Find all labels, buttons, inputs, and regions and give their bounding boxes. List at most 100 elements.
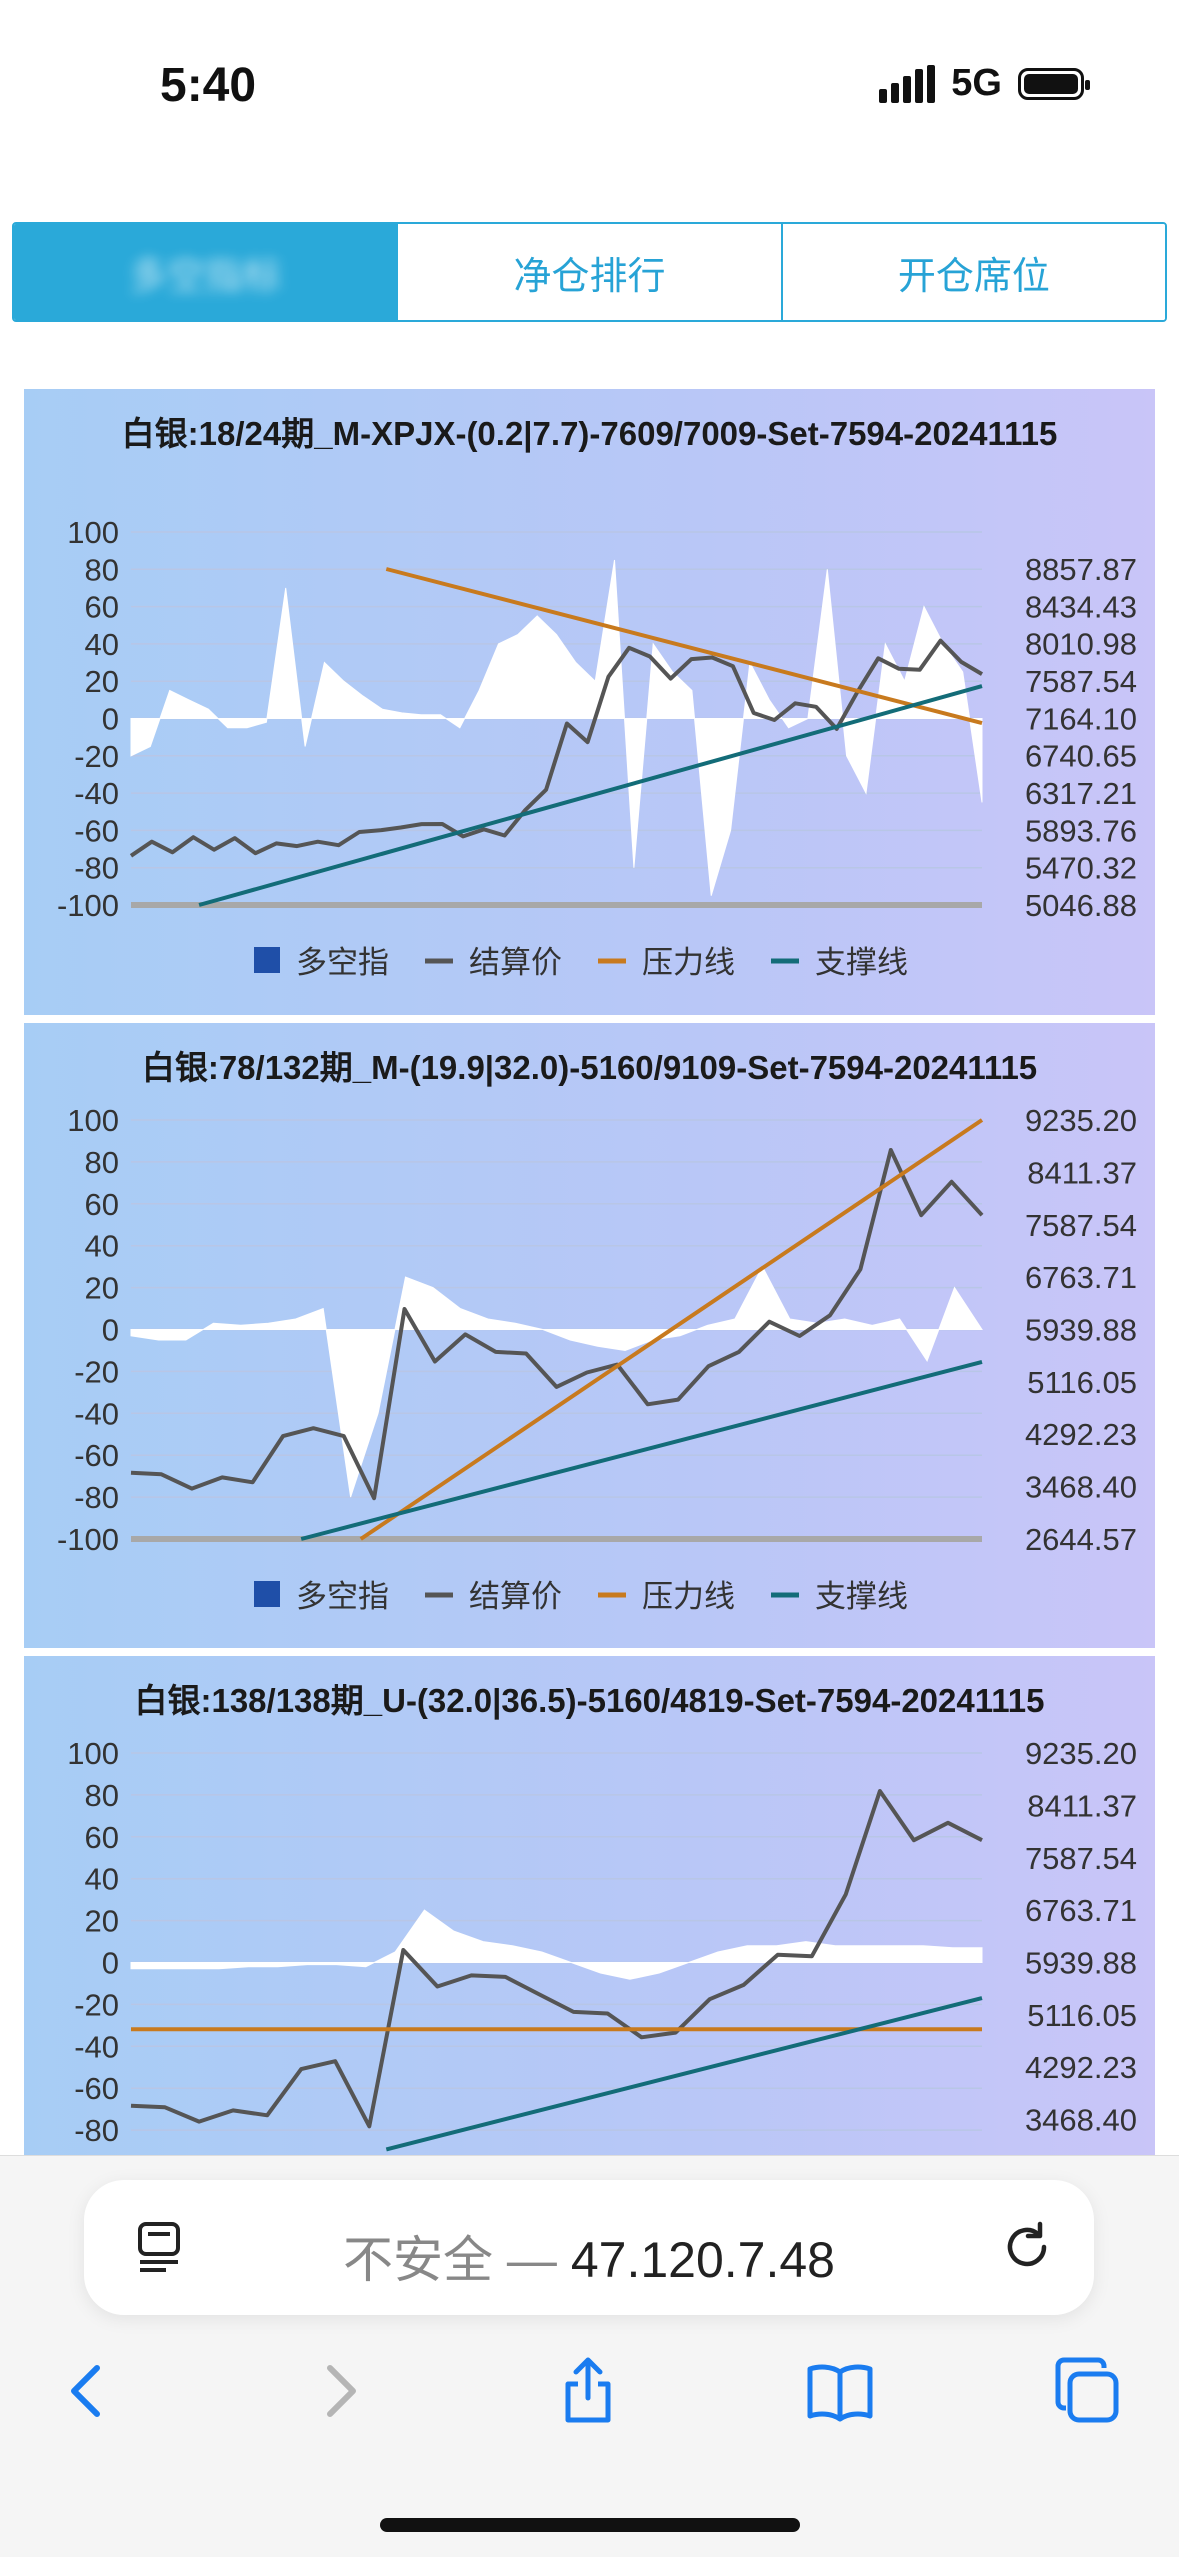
reload-icon[interactable] [1000, 2220, 1054, 2274]
y-right-tick-label: 8857.87 [1025, 552, 1137, 587]
chart-title: 白银:78/132期_M-(19.9|32.0)-5160/9109-Set-7… [141, 1049, 1038, 1086]
y-left-tick-label: 20 [85, 1271, 119, 1306]
url-separator: — [493, 2232, 571, 2288]
y-right-tick-label: 5939.88 [1025, 1313, 1137, 1348]
insecure-label: 不安全 [343, 2232, 494, 2288]
y-right-tick-label: 3468.40 [1025, 1470, 1137, 1505]
y-left-tick-label: -60 [74, 2071, 119, 2106]
y-left-tick-label: 20 [85, 664, 119, 699]
legend-swatch [254, 1581, 280, 1607]
y-right-tick-label: 8411.37 [1027, 1155, 1137, 1190]
settlement-price-line [129, 638, 984, 858]
navigation-bar [0, 2326, 1179, 2456]
legend-label: 结算价 [469, 945, 562, 980]
support-line [385, 1996, 983, 2152]
y-left-tick-label: 40 [85, 1229, 119, 1264]
y-right-tick-label: 5046.88 [1025, 888, 1137, 923]
settlement-price-line [130, 1148, 984, 1501]
status-bar: 5:40 5G [0, 0, 1179, 175]
y-right-tick-label: 5939.88 [1025, 1946, 1137, 1981]
y-left-tick-label: -40 [74, 776, 119, 811]
y-right-tick-label: 9235.20 [1025, 1103, 1137, 1138]
y-right-tick-label: 4292.23 [1025, 1417, 1137, 1452]
address-bar[interactable]: 不安全 — 47.120.7.48 [84, 2180, 1094, 2315]
y-right-tick-label: 5470.32 [1025, 851, 1137, 886]
y-left-tick-label: 100 [67, 1103, 119, 1138]
y-right-tick-label: 7587.54 [1025, 1841, 1137, 1876]
legend-label: 支撑线 [815, 945, 908, 980]
long-short-area [130, 559, 983, 896]
y-right-tick-label: 3468.40 [1025, 2103, 1137, 2138]
y-left-tick-label: -60 [74, 813, 119, 848]
chart-title: 白银:138/138期_U-(32.0|36.5)-5160/4819-Set-… [134, 1682, 1045, 1719]
y-left-tick-label: -40 [74, 1396, 119, 1431]
back-icon[interactable] [52, 2356, 122, 2426]
legend-label: 多空指 [296, 945, 389, 980]
legend-label: 支撑线 [815, 1579, 908, 1614]
y-left-tick-label: -20 [74, 1987, 119, 2022]
pressure-line [359, 1118, 984, 1541]
y-right-tick-label: 6763.71 [1025, 1260, 1137, 1295]
y-left-tick-label: -80 [74, 1480, 119, 1515]
y-left-tick-label: 80 [85, 1145, 119, 1180]
tabs-icon[interactable] [1052, 2356, 1122, 2426]
y-right-tick-label: 6740.65 [1025, 739, 1137, 774]
settlement-price-line [130, 1789, 983, 2129]
y-right-tick-label: 7164.10 [1025, 701, 1137, 736]
tab-label: 开仓席位 [897, 255, 1050, 298]
y-left-tick-label: -80 [74, 2113, 119, 2148]
y-right-tick-label: 4292.23 [1025, 2050, 1137, 2085]
y-left-tick-label: 20 [85, 1904, 119, 1939]
y-left-tick-label: 80 [85, 1778, 119, 1813]
y-left-tick-label: -80 [74, 851, 119, 886]
chart-svg: 100 80 60 40 20 0 -20 -40 -60 -80 9235.20 8411.37 75… [67, 1736, 1137, 2152]
home-indicator [380, 2518, 800, 2532]
y-left-tick-label: 60 [85, 1187, 119, 1222]
battery-icon [1018, 67, 1090, 100]
url-text[interactable]: 不安全 — 47.120.7.48 [84, 2220, 1094, 2292]
y-left-tick-label: -20 [74, 739, 119, 774]
y-left-tick-label: -100 [57, 1522, 119, 1557]
y-left-tick-label: 60 [85, 1820, 119, 1855]
tab-long-short-index[interactable]: 多空指标 [14, 224, 397, 320]
share-icon[interactable] [553, 2356, 623, 2426]
chart-panel: 100 80 60 40 20 0 -20 -40 -60 -80 -100 8857.87 8434.… [24, 389, 1155, 1015]
y-left-tick-label: 0 [102, 1946, 119, 1981]
support-line [198, 684, 983, 907]
y-left-tick-label: 100 [67, 515, 119, 550]
legend-swatch [254, 947, 280, 973]
legend-label: 压力线 [642, 1579, 735, 1614]
legend-label: 多空指 [296, 1579, 389, 1614]
tab-net-position-ranking[interactable]: 净仓排行 [396, 224, 781, 320]
status-time: 5:40 [160, 59, 257, 112]
forward-icon[interactable] [305, 2356, 375, 2426]
browser-toolbar: 不安全 — 47.120.7.48 [0, 2155, 1179, 2557]
y-left-tick-label: 0 [102, 1313, 119, 1348]
y-left-tick-label: 80 [85, 552, 119, 587]
chart-svg: 100 80 60 40 20 0 -20 -40 -60 -80 -100 9235.20 8411.… [57, 1103, 1137, 1614]
y-right-tick-label: 5116.05 [1027, 1365, 1137, 1400]
bookmarks-icon[interactable] [805, 2356, 875, 2426]
y-right-tick-label: 9235.20 [1025, 1736, 1137, 1771]
reader-mode-icon[interactable] [136, 2220, 182, 2274]
y-right-tick-label: 6317.21 [1025, 776, 1137, 811]
tab-open-position-seats[interactable]: 开仓席位 [780, 224, 1165, 320]
long-short-area [130, 1265, 983, 1498]
y-right-tick-label: 7587.54 [1025, 1208, 1137, 1243]
pressure-line [385, 567, 983, 726]
y-left-tick-label: 0 [102, 702, 119, 737]
y-right-tick-label: 8411.37 [1027, 1788, 1137, 1823]
y-left-tick-label: -40 [74, 2029, 119, 2064]
y-left-tick-label: 40 [85, 1862, 119, 1897]
chart-panel: 100 80 60 40 20 0 -20 -40 -60 -80 -100 9235.20 8411.… [24, 1023, 1155, 1648]
support-line [300, 1359, 983, 1541]
y-left-tick-label: 100 [67, 1736, 119, 1771]
y-left-tick-label: 40 [85, 627, 119, 662]
y-left-tick-label: -60 [74, 1438, 119, 1473]
y-left-tick-label: -100 [57, 888, 119, 923]
y-right-tick-label: 6763.71 [1025, 1893, 1137, 1928]
url-host: 47.120.7.48 [570, 2232, 835, 2288]
y-left-tick-label: -20 [74, 1354, 119, 1389]
tab-bar: 多空指标 净仓排行 开仓席位 [12, 222, 1167, 322]
